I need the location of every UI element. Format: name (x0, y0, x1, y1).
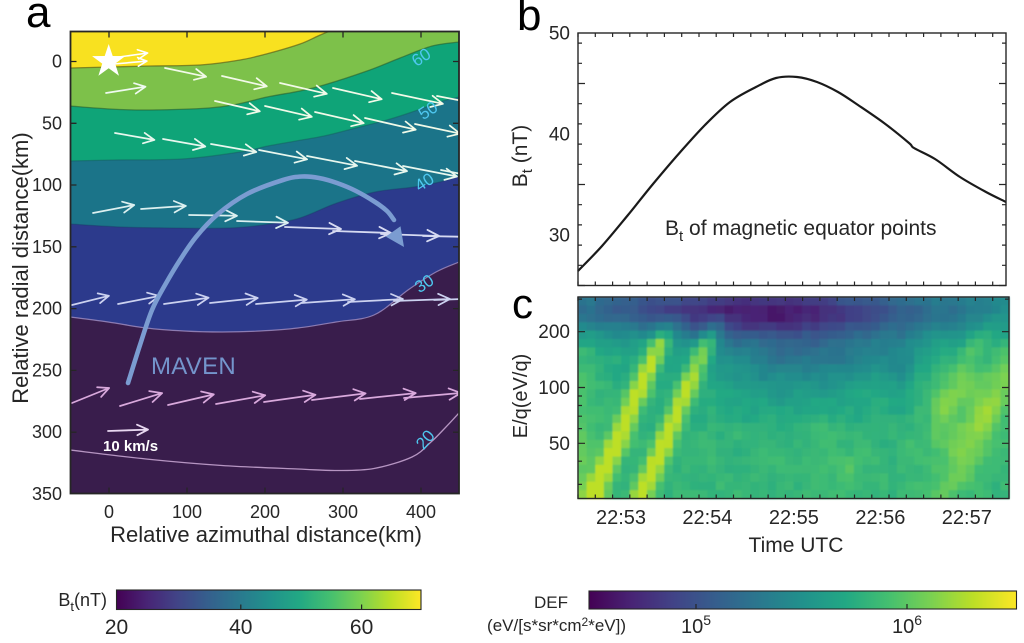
svg-text:400: 400 (406, 502, 436, 522)
svg-text:DEF: DEF (534, 593, 568, 612)
svg-text:22:57: 22:57 (942, 507, 992, 529)
svg-text:10 km/s: 10 km/s (103, 438, 158, 455)
svg-text:60: 60 (350, 616, 373, 639)
svg-text:300: 300 (328, 502, 358, 522)
svg-text:22:54: 22:54 (682, 507, 732, 529)
svg-text:20: 20 (105, 616, 128, 639)
svg-text:(eV/[s*sr*cm2*eV]): (eV/[s*sr*cm2*eV]) (487, 615, 626, 635)
svg-text:Time UTC: Time UTC (749, 534, 844, 557)
svg-text:Relative radial distance(km): Relative radial distance(km) (8, 132, 33, 403)
svg-text:350: 350 (32, 484, 62, 504)
svg-text:0: 0 (52, 52, 62, 72)
svg-text:22:53: 22:53 (596, 507, 646, 529)
svg-text:Relative azimuthal distance(km: Relative azimuthal distance(km) (110, 522, 422, 547)
svg-text:b: b (517, 0, 541, 40)
svg-text:Bt (nT): Bt (nT) (509, 125, 536, 188)
svg-text:200: 200 (32, 299, 62, 319)
svg-text:100: 100 (538, 378, 570, 399)
svg-text:50: 50 (549, 434, 570, 455)
svg-text:22:55: 22:55 (769, 507, 819, 529)
svg-text:200: 200 (538, 322, 570, 343)
svg-text:0: 0 (104, 502, 114, 522)
svg-text:40: 40 (549, 125, 570, 146)
svg-text:100: 100 (32, 175, 62, 195)
svg-text:250: 250 (32, 360, 62, 380)
svg-text:50: 50 (42, 113, 62, 133)
svg-text:150: 150 (32, 237, 62, 257)
svg-text:30: 30 (549, 226, 570, 247)
svg-text:50: 50 (549, 24, 570, 45)
svg-text:40: 40 (229, 616, 252, 639)
svg-text:a: a (26, 0, 51, 37)
svg-text:22:56: 22:56 (855, 507, 905, 529)
svg-text:300: 300 (32, 422, 62, 442)
svg-text:100: 100 (172, 502, 202, 522)
svg-text:200: 200 (250, 502, 280, 522)
svg-text:MAVEN: MAVEN (151, 353, 236, 380)
svg-text:E/q(eV/q): E/q(eV/q) (510, 354, 532, 438)
svg-text:c: c (512, 280, 533, 327)
